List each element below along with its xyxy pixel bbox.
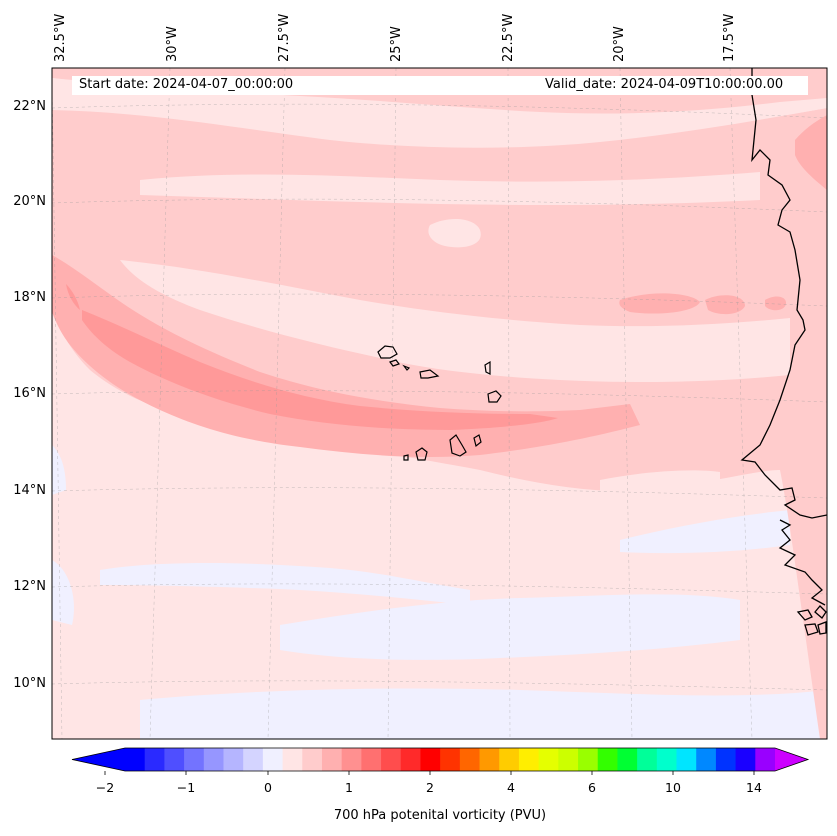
colorbar-segment: [499, 748, 520, 771]
lat-label: 16°N: [13, 386, 46, 401]
graticule: [52, 68, 827, 739]
coastline: [740, 68, 827, 636]
lon-label: 30°W: [165, 26, 180, 62]
lat-label: 12°N: [13, 579, 46, 594]
colorbar-segment: [538, 748, 559, 771]
colorbar-segment: [696, 748, 717, 771]
lon-label: 17.5°W: [722, 13, 737, 62]
colorbar-segment: [617, 748, 638, 771]
colorbar-segment: [597, 748, 618, 771]
colorbar-segment: [262, 748, 283, 771]
colorbar-segment: [637, 748, 658, 771]
lon-label: 32.5°W: [53, 13, 68, 62]
colorbar-min-extend: [72, 748, 125, 771]
colorbar-segment: [381, 748, 402, 771]
colorbar-tick-label: 4: [507, 780, 515, 795]
colorbar-segment: [479, 748, 500, 771]
cape-verde-islands: [377, 345, 502, 461]
colorbar-segment: [144, 748, 165, 771]
colorbar-tick-label: 14: [746, 780, 762, 795]
lat-label: 14°N: [13, 483, 46, 498]
colorbar-tick-label: 2: [426, 780, 434, 795]
lon-label: 27.5°W: [277, 13, 292, 62]
colorbar-segment: [440, 748, 461, 771]
colorbar-segment: [715, 748, 737, 771]
colorbar-segment: [184, 748, 205, 771]
pv-medium-band: [52, 255, 640, 458]
pv-background-gap: [600, 470, 720, 493]
lat-label: 10°N: [13, 676, 46, 691]
lat-label: 18°N: [13, 290, 46, 305]
colorbar-segment: [518, 748, 540, 771]
low-pv-patch: [52, 445, 66, 495]
pv-background-gap: [390, 120, 432, 134]
low-pv-patch: [620, 510, 790, 554]
colorbar-segment: [420, 748, 441, 771]
colorbar-segment: [755, 748, 776, 771]
pv-medium-patch: [619, 293, 700, 314]
colorbar-segment: [321, 748, 343, 771]
pv-medium-patch: [705, 295, 745, 315]
colorbar-max-extend: [775, 748, 808, 771]
lon-label: 22.5°W: [501, 13, 516, 62]
colorbar-segment: [282, 748, 303, 771]
colorbar-segment: [243, 748, 264, 771]
pv-background-gap: [140, 172, 760, 205]
colorbar-segment: [361, 748, 382, 771]
pv-background-gap: [120, 260, 790, 383]
colorbar-segment: [656, 748, 677, 771]
colorbar-segment: [459, 748, 480, 771]
colorbar-segment: [341, 748, 362, 771]
lon-label: 20°W: [612, 26, 627, 62]
colorbar-segment: [302, 748, 323, 771]
colorbar-tick-label: 1: [345, 780, 353, 795]
date-banner-background: [72, 76, 808, 95]
colorbar-segment: [164, 748, 185, 771]
colorbar-segment: [125, 748, 146, 771]
low-pv-patch: [280, 594, 740, 660]
colorbar: [71, 747, 810, 775]
lat-label: 20°N: [13, 194, 46, 209]
colorbar-segment: [735, 748, 756, 771]
start-date-label: Start date: 2024-04-07_00:00:00: [79, 77, 294, 92]
pv-background-gap: [428, 218, 481, 248]
colorbar-segment: [676, 748, 697, 771]
colorbar-tick-label: −1: [176, 780, 196, 795]
valid-date-label: Valid_date: 2024-04-09T10:00:00.00: [545, 77, 784, 92]
pv-medium-patch: [765, 296, 787, 311]
map-frame: [51, 67, 828, 740]
pv-medium-patch: [795, 115, 827, 190]
low-pv-patch: [140, 688, 827, 739]
colorbar-title: 700 hPa potenital vorticity (PVU): [333, 808, 547, 823]
pv-strong-core: [66, 284, 80, 310]
low-pv-patch: [52, 560, 74, 625]
pv-field: [52, 68, 827, 739]
colorbar-outline: [71, 747, 810, 772]
pv-strong-core: [82, 310, 558, 430]
colorbar-tick-label: −2: [95, 780, 115, 795]
colorbar-segment: [578, 748, 599, 771]
lat-label: 22°N: [13, 99, 46, 114]
colorbar-tick-label: 10: [665, 780, 681, 795]
colorbar-tick-label: 6: [588, 780, 596, 795]
colorbar-segment: [203, 748, 224, 771]
colorbar-segment: [223, 748, 244, 771]
low-pv-patch: [100, 563, 470, 605]
lon-label: 25°W: [389, 26, 404, 62]
colorbar-tick-label: 0: [264, 780, 272, 795]
colorbar-segment: [400, 748, 421, 771]
colorbar-segment: [558, 748, 579, 771]
